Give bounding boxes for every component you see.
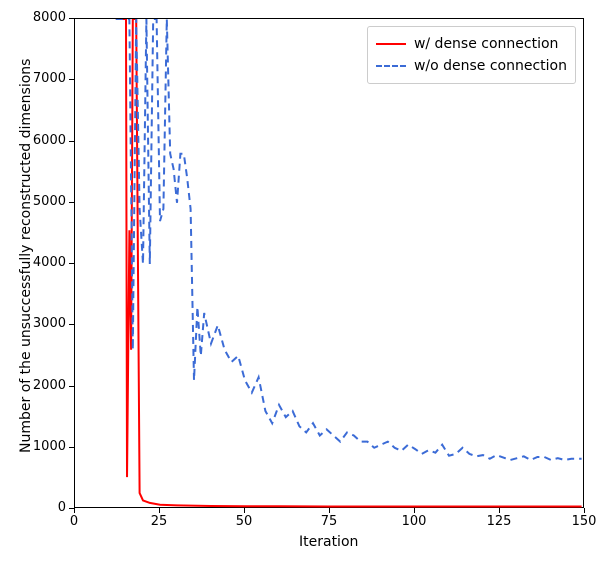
legend-label-without-dense: w/o dense connection	[414, 58, 567, 74]
legend-item-without-dense: w/o dense connection	[376, 55, 567, 77]
series-without_dense	[116, 19, 582, 460]
y-tick	[69, 386, 74, 387]
legend-line-with-dense	[376, 43, 406, 45]
x-axis-title: Iteration	[299, 534, 358, 550]
x-tick-label: 50	[224, 514, 264, 529]
y-tick	[69, 447, 74, 448]
x-tick	[584, 508, 585, 513]
legend: w/ dense connection w/o dense connection	[367, 26, 576, 84]
y-tick	[69, 324, 74, 325]
line-chart: Number of the unsuccessfully reconstruct…	[0, 0, 604, 570]
x-tick	[499, 508, 500, 513]
x-tick-label: 100	[394, 514, 434, 529]
y-tick	[69, 141, 74, 142]
x-tick	[329, 508, 330, 513]
series-with_dense	[116, 19, 582, 507]
legend-line-without-dense	[376, 65, 406, 67]
y-tick-label: 8000	[33, 10, 66, 25]
x-tick-label: 25	[139, 514, 179, 529]
y-tick-label: 6000	[33, 133, 66, 148]
y-tick	[69, 79, 74, 80]
y-tick-label: 0	[58, 500, 66, 515]
legend-item-with-dense: w/ dense connection	[376, 33, 567, 55]
x-tick	[159, 508, 160, 513]
y-tick	[69, 263, 74, 264]
y-tick-label: 3000	[33, 316, 66, 331]
y-tick-label: 2000	[33, 378, 66, 393]
x-tick-label: 150	[564, 514, 604, 529]
y-tick	[69, 508, 74, 509]
y-tick	[69, 202, 74, 203]
x-tick	[244, 508, 245, 513]
x-tick	[74, 508, 75, 513]
y-tick-label: 4000	[33, 255, 66, 270]
legend-swatch-with-dense	[376, 37, 406, 51]
legend-swatch-without-dense	[376, 59, 406, 73]
y-tick-label: 7000	[33, 71, 66, 86]
y-tick-label: 5000	[33, 194, 66, 209]
chart-lines-svg	[75, 19, 585, 509]
x-tick-label: 0	[54, 514, 94, 529]
x-tick-label: 125	[479, 514, 519, 529]
y-tick	[69, 18, 74, 19]
y-tick-label: 1000	[33, 439, 66, 454]
x-tick-label: 75	[309, 514, 349, 529]
legend-label-with-dense: w/ dense connection	[414, 36, 558, 52]
plot-area	[74, 18, 584, 508]
x-tick	[414, 508, 415, 513]
y-axis-title: Number of the unsuccessfully reconstruct…	[18, 59, 34, 453]
